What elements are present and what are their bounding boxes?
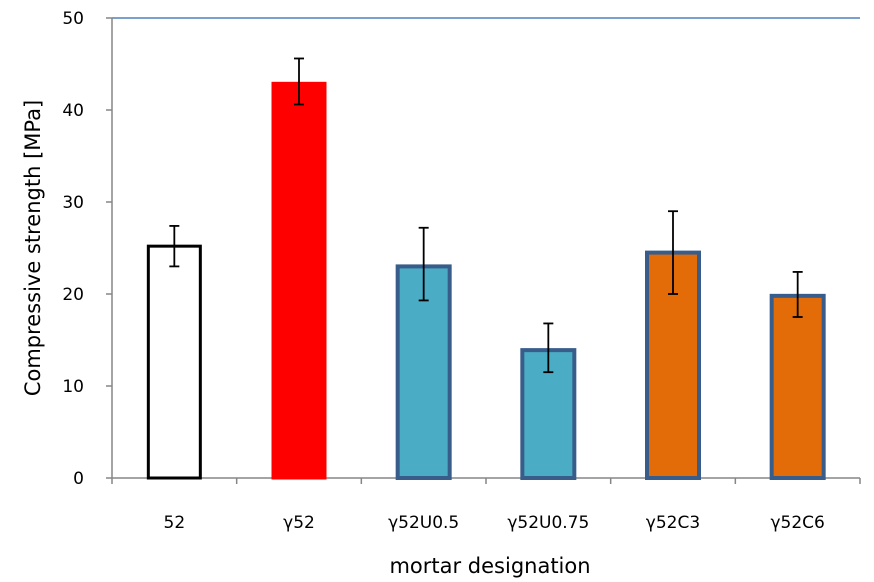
x-tick-label: 52 bbox=[164, 513, 186, 533]
bar bbox=[146, 244, 202, 480]
y-tick-label: 0 bbox=[73, 469, 84, 489]
bar bbox=[769, 293, 826, 480]
x-tick-label: γ52 bbox=[283, 513, 315, 533]
bar bbox=[271, 81, 327, 480]
x-tick-label: γ52C6 bbox=[770, 513, 824, 533]
y-tick-label: 50 bbox=[62, 9, 84, 29]
x-axis-title: mortar designation bbox=[389, 554, 590, 578]
y-tick-label: 10 bbox=[62, 377, 84, 397]
y-tick-label: 20 bbox=[62, 285, 84, 305]
y-tick-label: 30 bbox=[62, 193, 84, 213]
x-tick-label: γ52U0.75 bbox=[507, 513, 589, 533]
plot-area: 0 10 20 30 40 50 52 γ52 γ52U0.5 γ52U0.75 γ52C3 γ52C… bbox=[62, 9, 861, 533]
x-tick-label: γ52U0.5 bbox=[388, 513, 459, 533]
y-axis-title: Compressive strength [MPa] bbox=[21, 100, 45, 396]
x-tick-label: γ52C3 bbox=[646, 513, 700, 533]
bar bbox=[395, 264, 452, 480]
y-tick-label: 40 bbox=[62, 101, 84, 121]
